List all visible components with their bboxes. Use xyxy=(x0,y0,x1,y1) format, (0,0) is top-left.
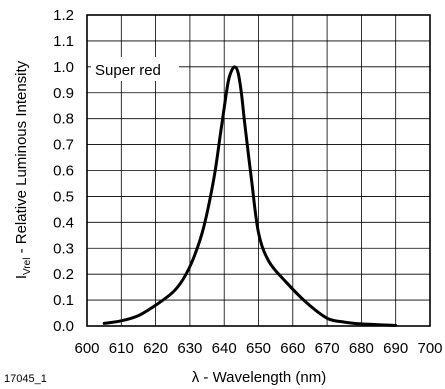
x-tick-label: 610 xyxy=(109,340,134,357)
legend-annotation: Super red xyxy=(91,57,179,81)
x-tick-label: 630 xyxy=(177,340,202,357)
x-tick-label: 650 xyxy=(246,340,271,357)
x-tick-label: 600 xyxy=(74,340,99,357)
y-axis-title: IVrel - Relative Luminous Intensity xyxy=(13,60,33,279)
y-tick-labels: 0.0 0.1 0.2 0.3 0.4 0.5 0.6 0.7 0.8 0.9 1.0 1.1 1.2 xyxy=(53,7,74,335)
x-tick-labels: 600 610 620 630 640 650 660 670 680 690 700 xyxy=(74,340,442,357)
x-tick-label: 700 xyxy=(417,340,442,357)
x-tick-label: 660 xyxy=(280,340,305,357)
y-tick-label: 1.2 xyxy=(53,7,74,24)
x-axis-title: λ - Wavelength (nm) xyxy=(192,369,326,386)
y-tick-label: 0.4 xyxy=(53,214,74,231)
y-tick-label: 0.0 xyxy=(53,318,74,335)
y-tick-label: 0.6 xyxy=(53,163,74,180)
x-tick-label: 640 xyxy=(212,340,237,357)
y-tick-label: 0.2 xyxy=(53,266,74,283)
y-tick-label: 1.0 xyxy=(53,59,74,76)
y-tick-label: 0.3 xyxy=(53,240,74,257)
x-tick-label: 620 xyxy=(143,340,168,357)
y-tick-label: 0.8 xyxy=(53,111,74,128)
x-tick-label: 670 xyxy=(315,340,340,357)
annotation-super-red: Super red xyxy=(95,62,161,79)
y-tick-label: 1.1 xyxy=(53,33,74,50)
x-tick-label: 690 xyxy=(383,340,408,357)
y-tick-label: 0.1 xyxy=(53,292,74,309)
figure-id: 17045_1 xyxy=(4,373,47,385)
x-tick-label: 680 xyxy=(349,340,374,357)
y-axis-title-rest: - Relative Luminous Intensity xyxy=(13,60,30,257)
y-axis-title-subscript: Vrel xyxy=(22,258,33,275)
series-line-super-red xyxy=(102,65,398,327)
y-tick-label: 0.7 xyxy=(53,137,74,154)
y-tick-label: 0.5 xyxy=(53,188,74,205)
y-tick-label: 0.9 xyxy=(53,85,74,102)
plot-frame xyxy=(86,14,431,327)
y-axis-title-main: I xyxy=(13,275,30,279)
